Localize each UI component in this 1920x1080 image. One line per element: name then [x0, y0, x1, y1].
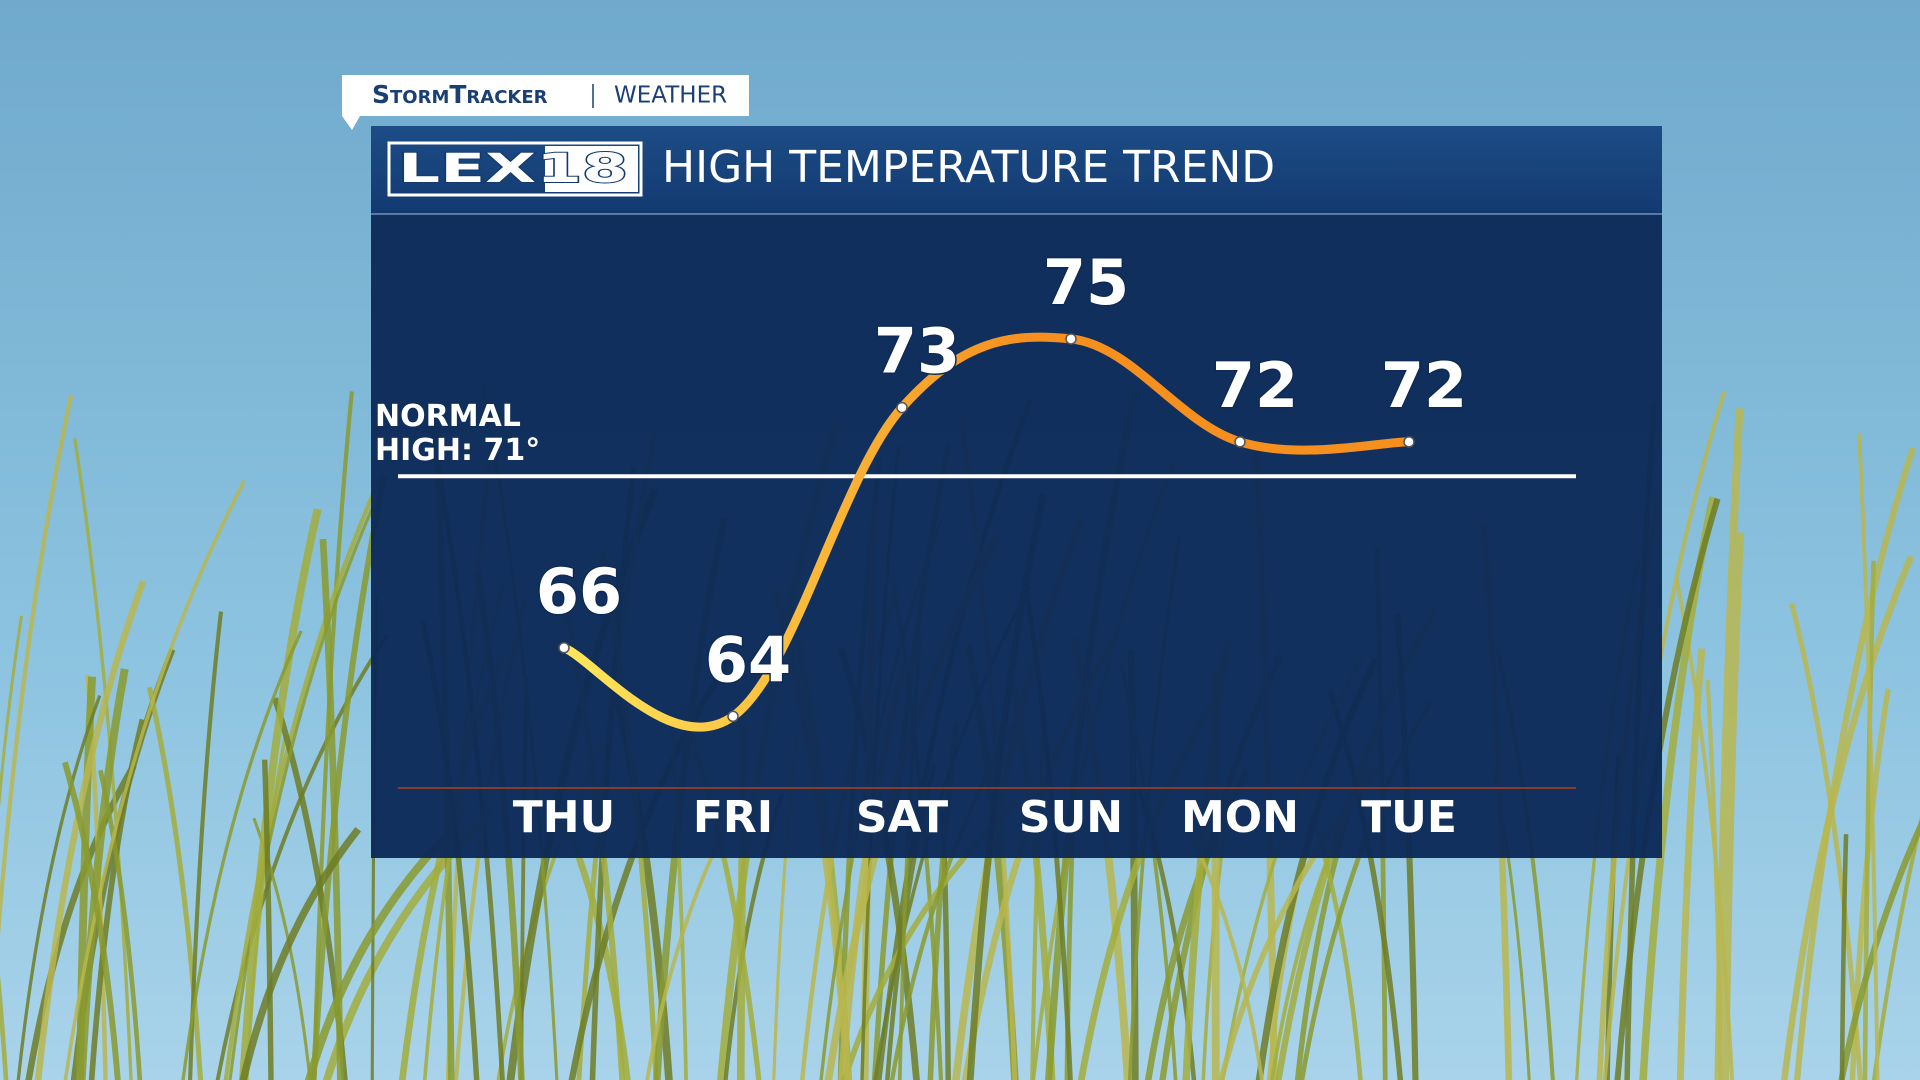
grass-blade	[1789, 602, 1863, 1080]
value-label: 72	[1212, 349, 1298, 422]
x-tick-label: SAT	[856, 792, 948, 843]
grass-blade	[98, 769, 143, 1080]
grass-blade	[63, 479, 246, 1080]
grass-blade	[16, 695, 102, 1080]
grass-blade	[1187, 830, 1264, 1080]
chart-title: HIGH TEMPERATURE TREND	[662, 142, 1275, 193]
grass-blade	[181, 630, 303, 1080]
grass-blade	[0, 615, 23, 808]
grass-blade	[1722, 532, 1745, 1080]
x-tick-label: FRI	[693, 792, 773, 843]
grass-blade	[1793, 446, 1916, 1080]
point	[727, 710, 739, 723]
logo: LEX18	[398, 146, 628, 192]
brand: StormTracker	[372, 80, 548, 109]
value-label: 66	[536, 555, 622, 628]
grass-blade	[1781, 555, 1915, 1080]
grass-blade	[146, 686, 204, 1080]
x-tick-label: TUE	[1361, 792, 1457, 843]
grass-blade	[77, 668, 129, 1080]
tab	[342, 75, 749, 130]
grass-blade	[73, 438, 133, 1080]
grass-blade	[62, 761, 121, 1080]
grass-blade	[1862, 560, 1876, 1080]
grass-blade	[228, 506, 375, 1080]
grass-blade	[1676, 648, 1706, 1080]
point	[1403, 436, 1415, 448]
x-tick-label: SUN	[1019, 792, 1123, 843]
grass-blade	[310, 476, 388, 1080]
grass-blade	[1839, 834, 1849, 1080]
value-label: 75	[1043, 246, 1129, 319]
point	[1065, 333, 1077, 345]
section: WEATHER	[614, 83, 727, 109]
grass-blade	[261, 759, 274, 1080]
point	[896, 401, 908, 414]
x-tick-label: THU	[513, 792, 616, 843]
logo-fill	[545, 146, 638, 192]
grass-blade	[304, 830, 452, 1080]
x-tick-label: MON	[1181, 792, 1299, 843]
grass-blade	[1838, 820, 1920, 1080]
grass-blade	[1705, 679, 1724, 1080]
point	[558, 642, 570, 654]
plot-panel	[371, 214, 1662, 858]
grass-blade	[1871, 816, 1920, 1080]
point	[1234, 436, 1246, 448]
reference-label: NORMAL HIGH: 71°	[375, 399, 541, 469]
grass-blade	[239, 826, 362, 1080]
grass-blade	[0, 394, 74, 936]
grass-blade	[223, 477, 383, 1080]
grass-blade	[1857, 432, 1880, 1080]
grass-blade	[239, 508, 322, 1080]
logo-box	[387, 141, 643, 197]
grass-blade	[0, 975, 9, 1080]
value-label: 72	[1381, 349, 1467, 422]
value-label: 64	[705, 623, 791, 696]
value-label: 73	[874, 315, 960, 388]
grass-blade	[215, 634, 389, 1080]
